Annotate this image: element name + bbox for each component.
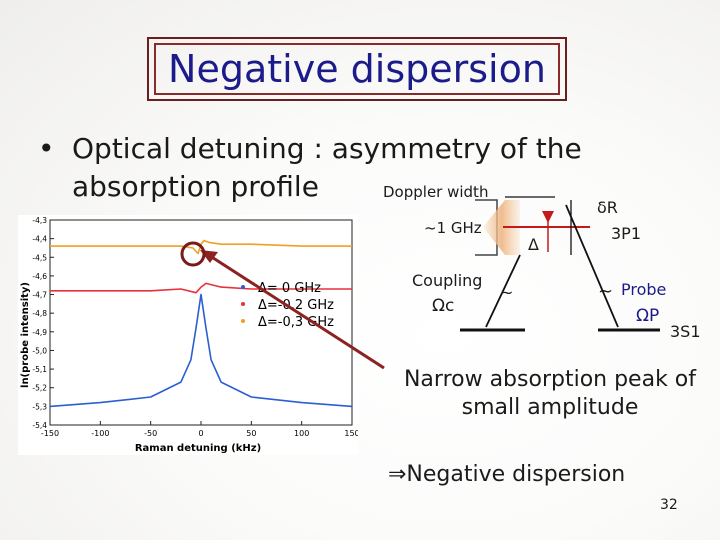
y-tick-label: -4,5 xyxy=(32,253,47,262)
y-tick-label: -5,2 xyxy=(32,384,47,393)
series-line-2 xyxy=(50,282,352,294)
x-axis-label: Raman detuning (kHz) xyxy=(135,443,261,454)
x-tick-label: 50 xyxy=(246,429,256,438)
y-tick-label: -5,3 xyxy=(32,402,47,411)
title-frame: Negative dispersion xyxy=(147,37,567,101)
y-axis: -4,3 -4,4 -4,5 -4,6 -4,7 -4,8 -4,9 -5,0 -5,1 -5,2… xyxy=(32,216,54,430)
narrow-peak-line1: Narrow absorption peak of xyxy=(403,367,697,392)
doppler-width-label: Doppler width xyxy=(383,183,489,201)
probe-beam xyxy=(565,204,619,328)
legend-entry-1: Δ= 0 GHz xyxy=(258,281,321,296)
y-tick-label: -4,9 xyxy=(32,328,47,337)
bullet-text-line1: Optical detuning : asymmetry of the xyxy=(72,132,582,165)
pointer-arrow xyxy=(206,252,385,370)
series-line-1 xyxy=(49,293,353,408)
omega-c-label: Ωc xyxy=(432,296,455,316)
legend-marker-1 xyxy=(241,285,245,289)
y-tick-label: -4,7 xyxy=(32,291,47,300)
peak-highlight-circle xyxy=(180,241,206,267)
absorption-chart: -4,3 -4,4 -4,5 -4,6 -4,7 -4,8 -4,9 -5,0 -5,1 -5,2… xyxy=(18,215,358,455)
narrow-peak-line2: small amplitude xyxy=(461,395,639,420)
y-tick-label: -5,4 xyxy=(32,421,47,430)
x-tick-label: -150 xyxy=(41,429,59,438)
delta-label: Δ xyxy=(528,235,539,254)
y-tick-label: -4,3 xyxy=(32,216,47,225)
bullet-text-line2: absorption profile xyxy=(72,170,319,203)
page-number: 32 xyxy=(660,497,678,513)
x-tick-label: -100 xyxy=(91,429,109,438)
narrow-peak-note: Narrow absorption peak of small amplitud… xyxy=(395,366,705,422)
bullet-marker: • xyxy=(38,132,55,165)
coupling-tilde: ~ xyxy=(500,283,514,302)
slide-title: Negative dispersion xyxy=(154,43,560,95)
legend-entry-2: Δ=-0,2 GHz xyxy=(258,298,334,313)
series-group xyxy=(49,239,353,408)
y-tick-label: -4,6 xyxy=(32,272,47,281)
x-tick-label: 0 xyxy=(198,429,203,438)
legend-marker-3 xyxy=(241,319,245,323)
coupling-label: Coupling xyxy=(412,271,483,290)
one-ghz-label: ~1 GHz xyxy=(424,219,482,237)
y-axis-label: ln(probe intensity) xyxy=(20,282,31,388)
y-tick-label: -4,4 xyxy=(32,235,47,244)
y-tick-label: -4,8 xyxy=(32,309,47,318)
delta-r-label: δR xyxy=(597,198,618,217)
legend-marker-2 xyxy=(241,302,245,306)
legend: Δ= 0 GHz Δ=-0,2 GHz Δ=-0,3 GHz xyxy=(241,281,334,330)
lower-level-label: 3S1 xyxy=(670,322,701,341)
y-tick-label: -5,1 xyxy=(32,365,47,374)
negative-dispersion-note: ⇒Negative dispersion xyxy=(388,462,626,487)
x-axis: -150 -100 -50 0 50 100 150 xyxy=(41,421,358,438)
coupling-beam xyxy=(485,254,521,328)
legend-entry-3: Δ=-0,3 GHz xyxy=(258,315,334,330)
x-tick-label: -50 xyxy=(144,429,157,438)
x-tick-label: 100 xyxy=(294,429,309,438)
probe-label: Probe xyxy=(621,280,667,299)
probe-tilde: ~ xyxy=(598,281,614,302)
series-line-3 xyxy=(50,239,352,255)
upper-level-label: 3P1 xyxy=(611,224,642,243)
omega-p-label: ΩP xyxy=(636,306,660,326)
x-tick-label: 150 xyxy=(344,429,358,438)
doppler-profile-shape xyxy=(483,200,520,255)
chart-background xyxy=(18,215,358,455)
y-tick-label: -5,0 xyxy=(32,346,47,355)
